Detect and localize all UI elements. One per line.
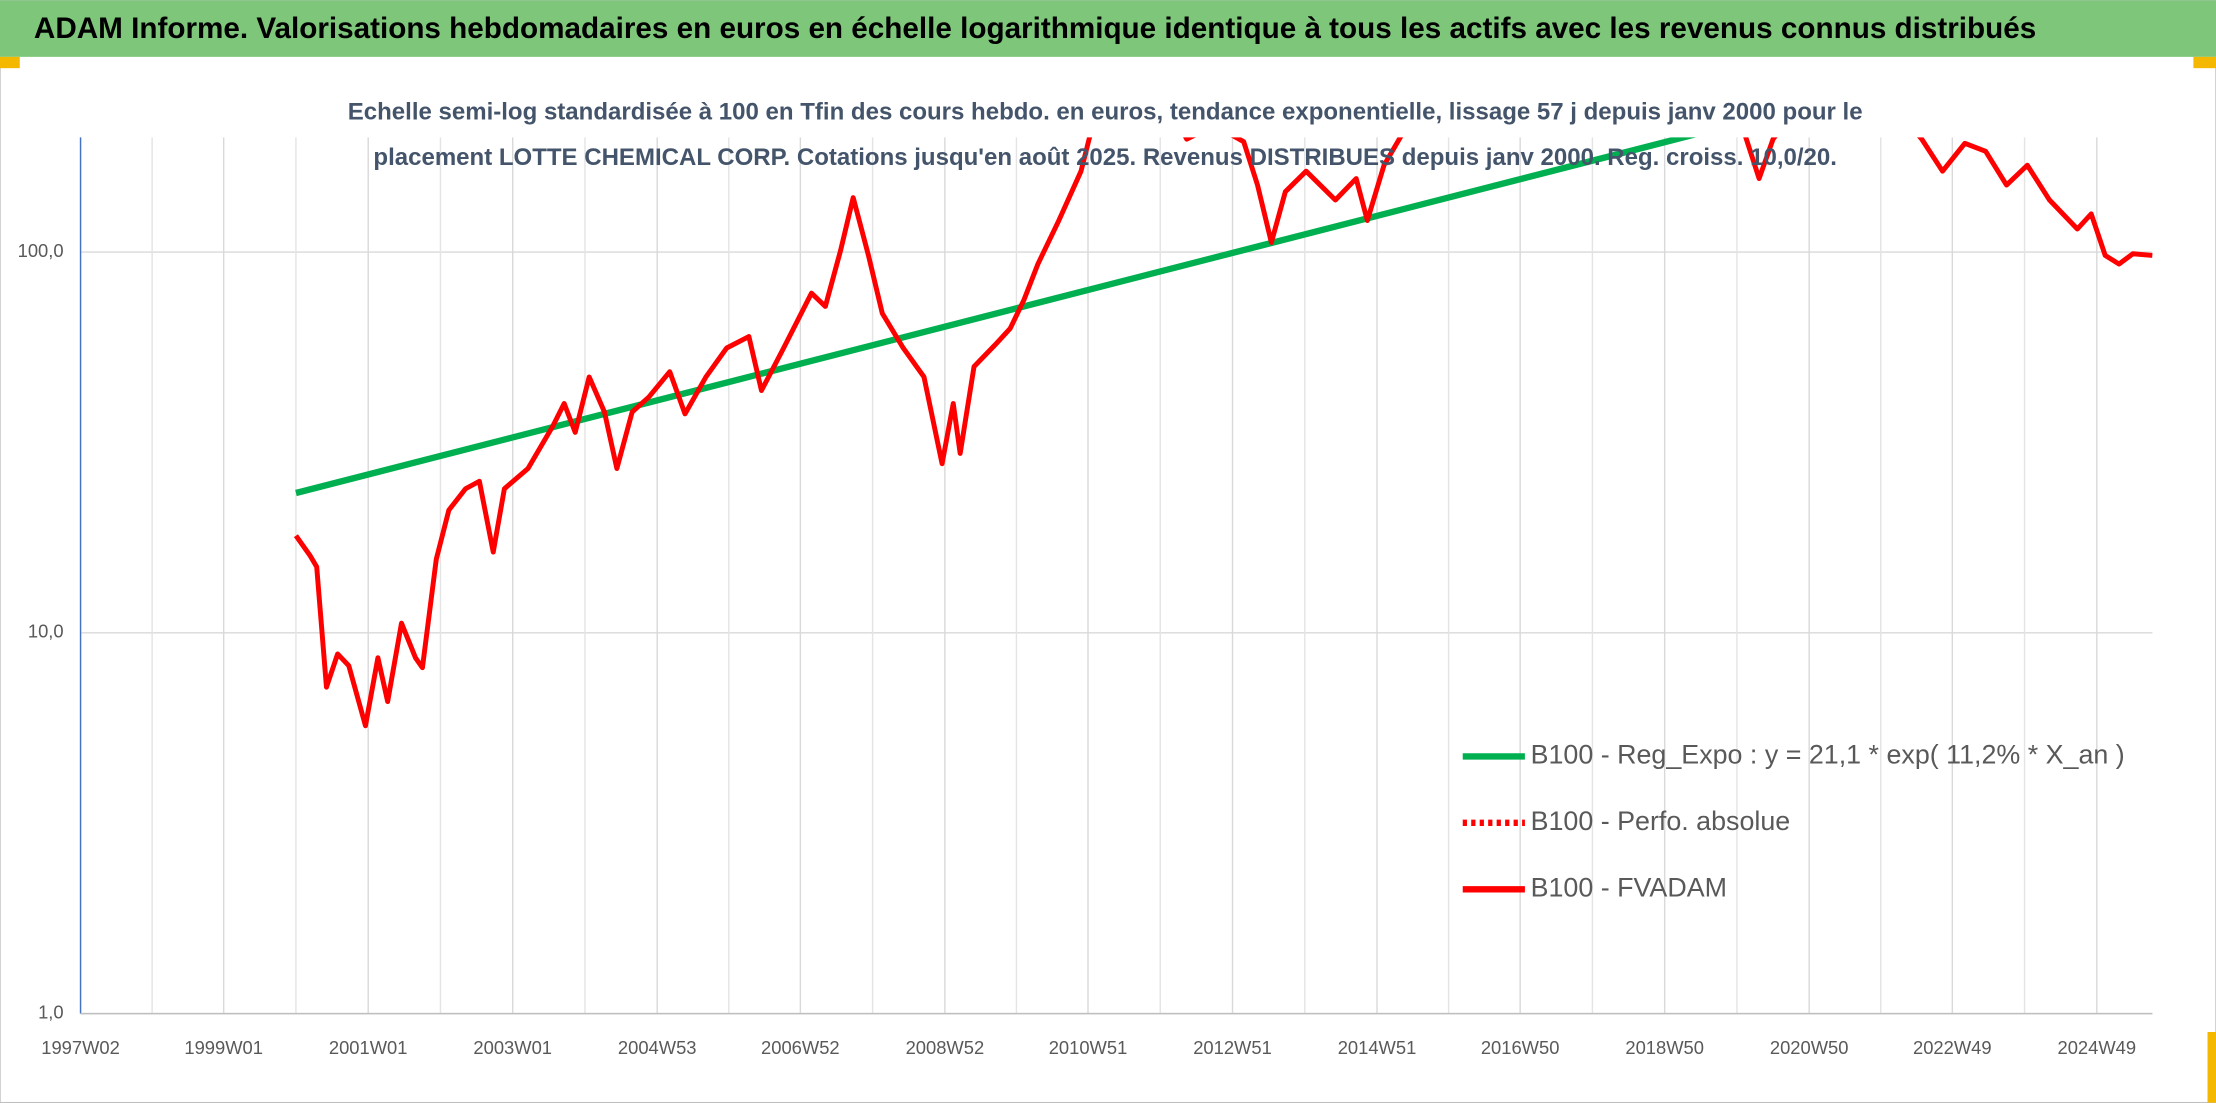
chart-subtitle: Echelle semi-log standardisée à 100 en T…	[348, 99, 1863, 126]
x-tick-label: 1999W01	[184, 1037, 263, 1058]
x-tick-label: 2022W49	[1913, 1037, 1992, 1058]
y-tick-label: 1,0	[38, 1001, 64, 1022]
x-tick-label: 2016W50	[1481, 1037, 1560, 1058]
y-tick-label: 10,0	[28, 621, 64, 642]
x-tick-label: 2020W50	[1770, 1037, 1849, 1058]
x-tick-label: 2008W52	[906, 1037, 985, 1058]
x-tick-label: 2024W49	[2058, 1037, 2137, 1058]
legend-label: B100 - FVADAM	[1531, 872, 1727, 902]
x-tick-label: 2018W50	[1625, 1037, 1704, 1058]
x-tick-label: 2003W01	[473, 1037, 552, 1058]
corner-mark	[2193, 56, 2216, 69]
x-tick-label: 2010W51	[1049, 1037, 1128, 1058]
x-tick-label: 2001W01	[329, 1037, 408, 1058]
chart-subtitle: placement LOTTE CHEMICAL CORP. Cotations…	[373, 144, 1837, 171]
chart-title: ADAM Informe. Valorisations hebdomadaire…	[34, 12, 2036, 45]
legend-label: B100 - Reg_Expo : y = 21,1 * exp( 11,2% …	[1531, 740, 2125, 770]
x-tick-label: 1997W02	[41, 1037, 120, 1058]
x-tick-label: 2014W51	[1338, 1037, 1417, 1058]
corner-mark	[2207, 1032, 2216, 1103]
data-line	[293, 137, 2153, 729]
legend-label: B100 - Perfo. absolue	[1531, 806, 1791, 836]
grid: 1,0 10,0 100,0 1997W02 1999W01 2001W01 2003W01…	[18, 137, 2153, 1058]
x-tick-label: 2004W53	[618, 1037, 697, 1058]
y-tick-label: 100,0	[18, 240, 64, 261]
corner-mark	[0, 56, 20, 69]
x-tick-label: 2006W52	[761, 1037, 840, 1058]
plot-area	[293, 137, 2153, 729]
x-tick-label: 2012W51	[1193, 1037, 1272, 1058]
header-bar	[0, 0, 2216, 57]
